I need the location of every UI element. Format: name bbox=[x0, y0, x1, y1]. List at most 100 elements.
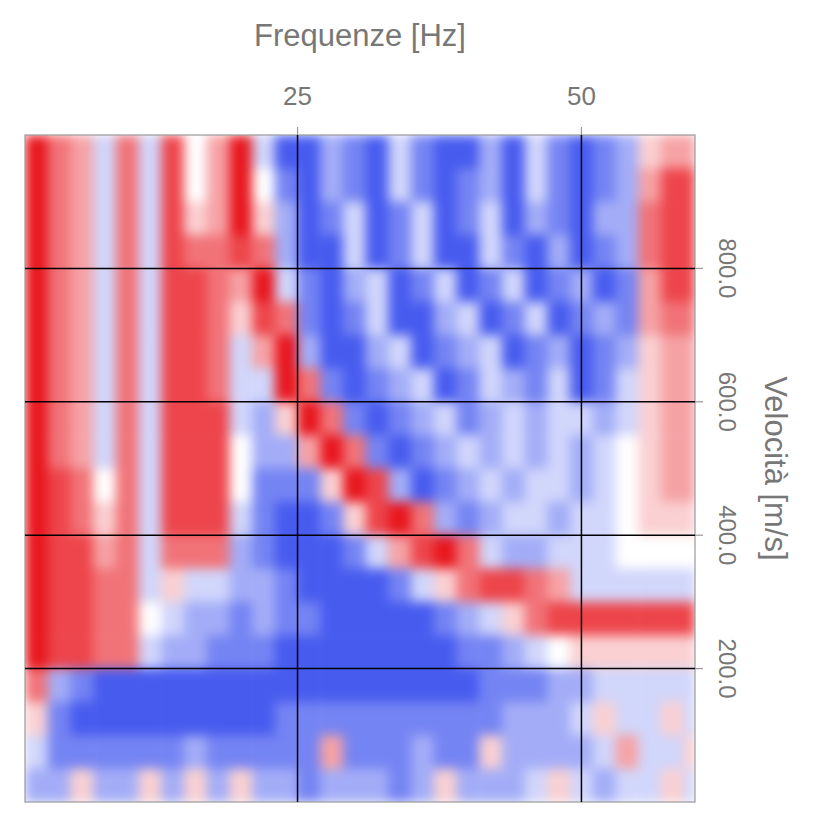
heatmap-cell bbox=[161, 235, 184, 269]
heatmap-cell bbox=[116, 635, 139, 669]
tick-mark bbox=[695, 401, 703, 402]
heatmap-cell bbox=[388, 402, 411, 436]
heatmap-cell bbox=[457, 735, 480, 769]
heatmap-cell bbox=[25, 302, 48, 336]
heatmap-cell bbox=[93, 335, 116, 369]
heatmap-cell bbox=[434, 168, 457, 202]
heatmap-cell bbox=[48, 469, 71, 503]
heatmap-cell bbox=[366, 335, 389, 369]
heatmap-cell bbox=[434, 769, 457, 802]
heatmap-cell bbox=[70, 569, 93, 603]
heatmap-cell bbox=[184, 502, 207, 536]
heatmap-cell bbox=[298, 535, 321, 569]
heatmap-cell bbox=[616, 769, 639, 802]
heatmap-cell bbox=[252, 335, 275, 369]
heatmap-cell bbox=[252, 168, 275, 202]
heatmap-cells bbox=[25, 135, 695, 802]
grid-line bbox=[25, 268, 695, 270]
tick-mark bbox=[581, 127, 582, 135]
heatmap-cell bbox=[525, 302, 548, 336]
heatmap-cell bbox=[229, 135, 252, 169]
heatmap-cell bbox=[593, 502, 616, 536]
heatmap-cell bbox=[411, 602, 434, 636]
heatmap-cell bbox=[93, 669, 116, 703]
heatmap-cell bbox=[25, 202, 48, 236]
heatmap-cell bbox=[207, 335, 230, 369]
heatmap-cell bbox=[547, 735, 570, 769]
heatmap-cell bbox=[593, 635, 616, 669]
heatmap-cell bbox=[661, 602, 684, 636]
heatmap-cell bbox=[638, 368, 661, 402]
heatmap-cell bbox=[479, 669, 502, 703]
heatmap-cell bbox=[298, 602, 321, 636]
heatmap-cell bbox=[684, 235, 695, 269]
heatmap-cell bbox=[366, 235, 389, 269]
heatmap-cell bbox=[525, 168, 548, 202]
heatmap-cell bbox=[479, 402, 502, 436]
heatmap-cell bbox=[161, 635, 184, 669]
heatmap-cell bbox=[434, 635, 457, 669]
heatmap-cell bbox=[616, 435, 639, 469]
heatmap-cell bbox=[502, 669, 525, 703]
heatmap-cell bbox=[25, 235, 48, 269]
heatmap-cell bbox=[366, 268, 389, 302]
heatmap-cell bbox=[252, 302, 275, 336]
heatmap-cell bbox=[70, 502, 93, 536]
heatmap-cell bbox=[457, 602, 480, 636]
heatmap-cell bbox=[411, 502, 434, 536]
heatmap-cell bbox=[275, 135, 298, 169]
heatmap-cell bbox=[684, 602, 695, 636]
heatmap-cell bbox=[161, 268, 184, 302]
heatmap-cell bbox=[93, 469, 116, 503]
heatmap-cell bbox=[70, 168, 93, 202]
heatmap-cell bbox=[388, 302, 411, 336]
heatmap-cell bbox=[116, 602, 139, 636]
heatmap-cell bbox=[638, 302, 661, 336]
heatmap-cell bbox=[616, 168, 639, 202]
heatmap-cell bbox=[366, 502, 389, 536]
heatmap-cell bbox=[229, 435, 252, 469]
heatmap-cell bbox=[70, 135, 93, 169]
heatmap-cell bbox=[593, 302, 616, 336]
heatmap-cell bbox=[616, 469, 639, 503]
heatmap-cell bbox=[139, 535, 162, 569]
heatmap-cell bbox=[320, 502, 343, 536]
heatmap-cell bbox=[479, 769, 502, 802]
heatmap-cell bbox=[139, 368, 162, 402]
heatmap-cell bbox=[116, 535, 139, 569]
heatmap-cell bbox=[684, 535, 695, 569]
heatmap-cell bbox=[525, 702, 548, 736]
heatmap-cell bbox=[457, 435, 480, 469]
heatmap-cell bbox=[525, 535, 548, 569]
heatmap-cell bbox=[547, 268, 570, 302]
heatmap-cell bbox=[479, 335, 502, 369]
heatmap-cell bbox=[388, 335, 411, 369]
heatmap-cell bbox=[139, 202, 162, 236]
heatmap-cell bbox=[479, 502, 502, 536]
heatmap-cell bbox=[252, 235, 275, 269]
heatmap-cell bbox=[388, 502, 411, 536]
heatmap-cell bbox=[320, 769, 343, 802]
heatmap-cell bbox=[638, 469, 661, 503]
heatmap-cell bbox=[434, 435, 457, 469]
heatmap-cell bbox=[525, 669, 548, 703]
heatmap-cell bbox=[525, 502, 548, 536]
heatmap-cell bbox=[638, 535, 661, 569]
heatmap-cell bbox=[25, 402, 48, 436]
heatmap-cell bbox=[547, 402, 570, 436]
heatmap-cell bbox=[184, 769, 207, 802]
heatmap-cell bbox=[275, 168, 298, 202]
heatmap-cell bbox=[547, 535, 570, 569]
heatmap-cell bbox=[298, 302, 321, 336]
heatmap-cell bbox=[70, 302, 93, 336]
heatmap-cell bbox=[661, 535, 684, 569]
heatmap-cell bbox=[593, 535, 616, 569]
heatmap-cell bbox=[661, 402, 684, 436]
heatmap-cell bbox=[479, 469, 502, 503]
heatmap-cell bbox=[229, 769, 252, 802]
heatmap-cell bbox=[638, 635, 661, 669]
heatmap-cell bbox=[411, 469, 434, 503]
heatmap-cell bbox=[547, 135, 570, 169]
tick-label: 200.0 bbox=[714, 639, 741, 699]
heatmap-cell bbox=[388, 669, 411, 703]
